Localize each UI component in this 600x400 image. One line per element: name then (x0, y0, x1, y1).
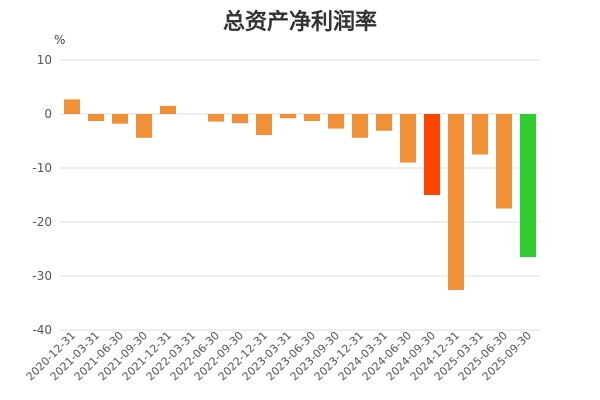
bar-2022-09-30 (232, 114, 248, 124)
y-tick-label: -40 (32, 323, 52, 337)
bar-2023-09-30 (328, 114, 344, 129)
bar-2024-06-30 (400, 114, 416, 163)
bar-2024-09-30 (424, 114, 440, 195)
bar-2022-12-31 (256, 114, 272, 136)
y-tick-label: -20 (32, 215, 52, 229)
y-tick-label: 10 (37, 53, 52, 67)
bar-2025-03-31 (472, 114, 488, 155)
bar-2024-03-31 (376, 114, 392, 131)
bar-2025-09-30 (520, 114, 536, 258)
bar-2025-06-30 (496, 114, 512, 209)
bar-2021-03-31 (88, 114, 104, 122)
y-axis-unit-label: % (54, 33, 65, 47)
bar-2022-06-30 (208, 114, 224, 122)
y-tick-label: 0 (44, 107, 52, 121)
bar-2021-06-30 (112, 114, 128, 124)
grid-layer (60, 59, 540, 331)
bar-2020-12-31 (64, 99, 80, 114)
x-axis-ticks: 2020-12-312021-03-312021-06-302021-09-30… (24, 329, 534, 383)
bar-2023-12-31 (352, 114, 368, 138)
bar-2021-09-30 (136, 114, 152, 138)
y-axis-ticks: 10 0 -10 -20 -30 -40 (32, 53, 52, 337)
y-tick-label: -10 (32, 161, 52, 175)
bar-2021-12-31 (160, 105, 176, 114)
bar-layer (64, 99, 536, 291)
bar-2023-03-31 (280, 114, 296, 119)
y-tick-label: -30 (32, 269, 52, 283)
bar-2023-06-30 (304, 114, 320, 122)
bar-2024-12-31 (448, 114, 464, 291)
chart-title: 总资产净利润率 (222, 10, 377, 35)
